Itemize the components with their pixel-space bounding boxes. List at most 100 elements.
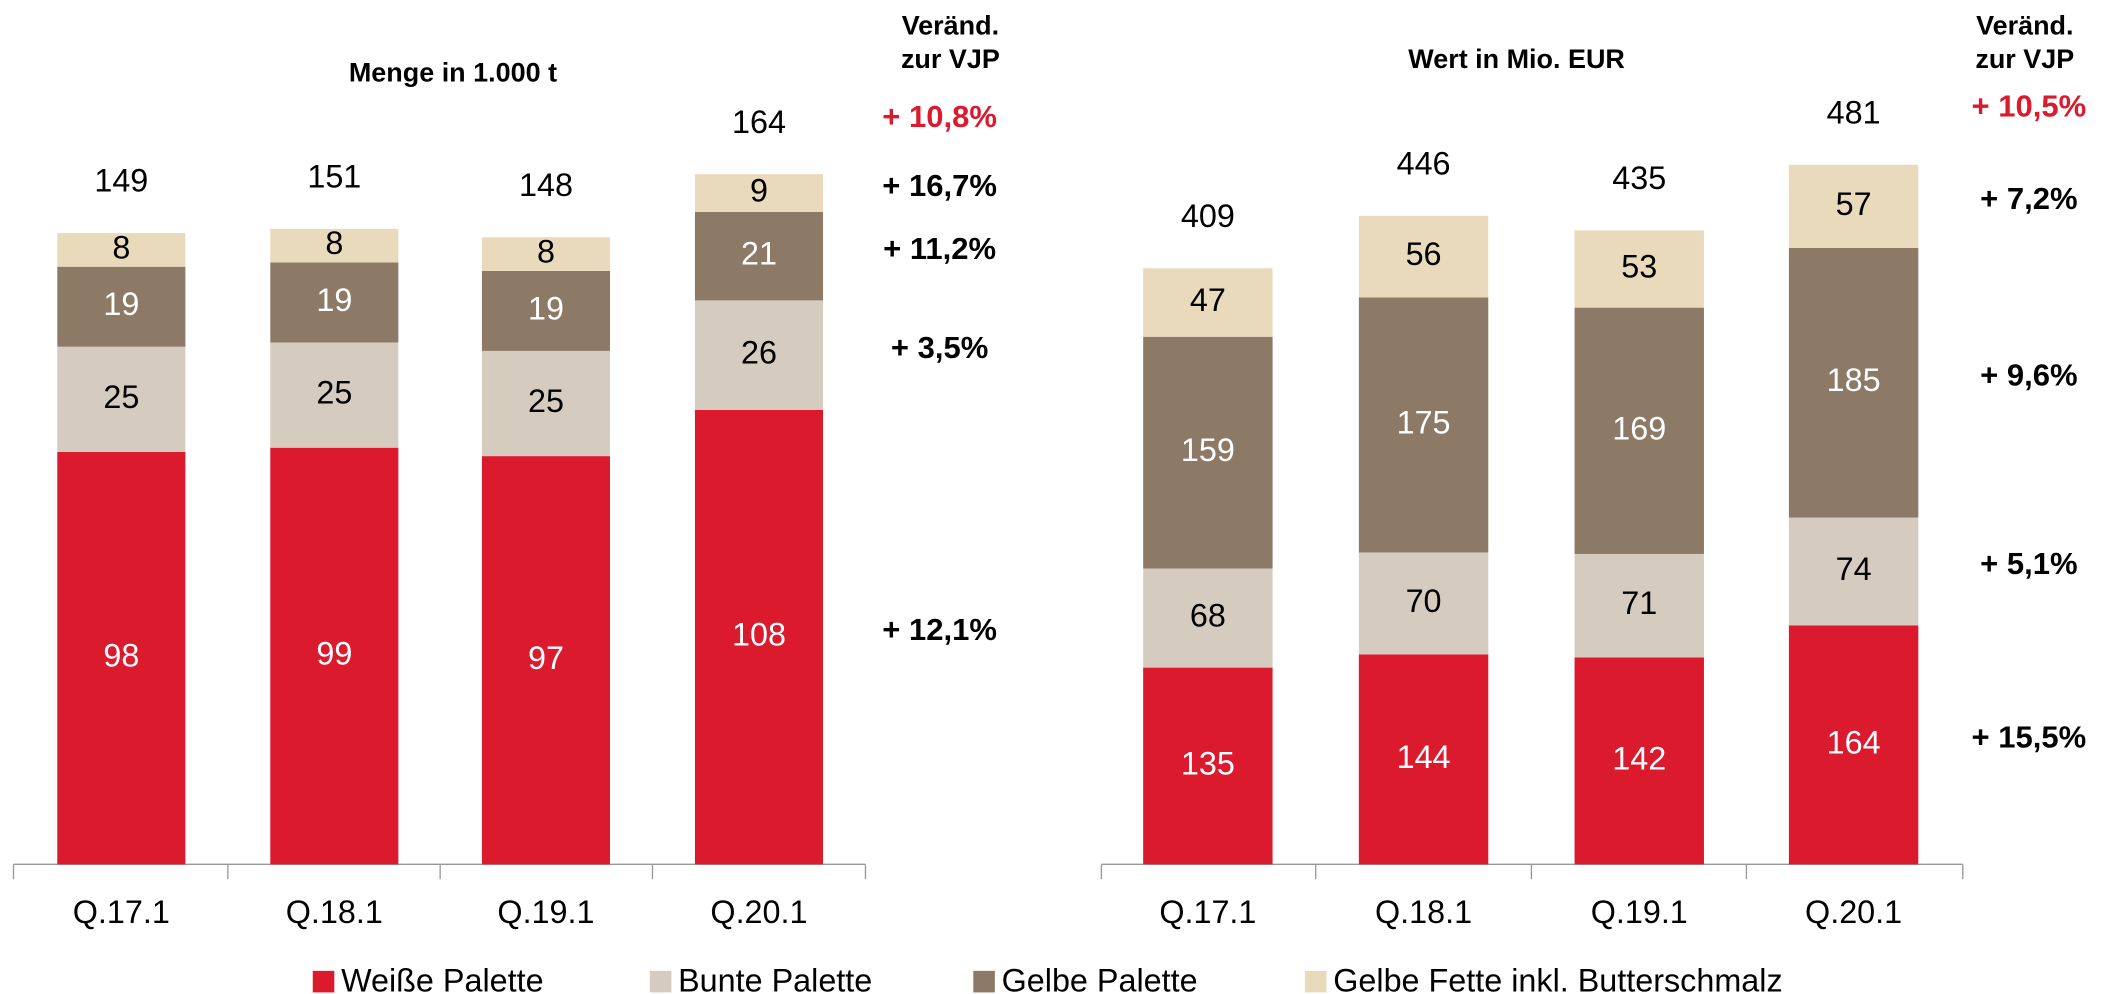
value-label: 19 xyxy=(103,286,139,322)
value-label: 175 xyxy=(1397,404,1451,440)
legend-swatch xyxy=(973,970,995,993)
bar-segment xyxy=(481,350,611,457)
total-label: 151 xyxy=(307,159,361,195)
segment-change: + 9,6% xyxy=(1980,357,2077,392)
bar-segment xyxy=(270,447,399,865)
legend-swatch xyxy=(1304,970,1327,993)
segment-change: + 15,5% xyxy=(1972,720,2087,755)
value-label: 108 xyxy=(732,617,786,653)
total-change: + 10,8% xyxy=(882,99,997,134)
legend-label: Bunte Palette xyxy=(678,963,872,994)
change-header: Veränd. xyxy=(902,10,999,40)
x-tick-label: Q.18.1 xyxy=(1375,894,1472,930)
total-label: 149 xyxy=(94,163,148,199)
legend-label: Gelbe Palette xyxy=(1002,963,1198,994)
segment-change: + 11,2% xyxy=(883,231,996,266)
x-tick-label: Q.18.1 xyxy=(286,894,383,930)
x-tick-label: Q.19.1 xyxy=(497,894,594,930)
total-label: 435 xyxy=(1612,160,1666,196)
value-label: 142 xyxy=(1612,740,1666,776)
value-label: 97 xyxy=(528,640,564,676)
value-label: 169 xyxy=(1612,410,1666,446)
bar-segment xyxy=(481,456,611,865)
change-header: zur VJP xyxy=(901,44,1000,74)
value-label: 25 xyxy=(528,383,564,419)
value-label: 8 xyxy=(325,225,343,261)
value-label: 9 xyxy=(750,173,768,209)
legend-label: Weiße Palette xyxy=(341,963,544,994)
value-label: 71 xyxy=(1621,585,1657,621)
bar-segment xyxy=(1788,625,1919,865)
x-tick-label: Q.20.1 xyxy=(1805,894,1902,930)
bar-segment xyxy=(57,266,186,347)
value-label: 25 xyxy=(316,375,352,411)
bar-segment xyxy=(1788,164,1919,248)
value-label: 159 xyxy=(1181,432,1235,468)
total-label: 148 xyxy=(519,167,573,203)
value-label: 25 xyxy=(103,379,139,415)
bar-segment xyxy=(1788,247,1919,518)
value-label: 98 xyxy=(103,638,139,674)
bar-segment xyxy=(1143,667,1273,865)
x-tick-label: Q.17.1 xyxy=(1159,894,1256,930)
bar-segment xyxy=(270,262,399,343)
total-label: 164 xyxy=(732,104,786,140)
legend-label: Gelbe Fette inkl. Butterschmalz xyxy=(1333,963,1782,994)
chart-title: Menge in 1.000 t xyxy=(349,58,557,88)
segment-change: + 16,7% xyxy=(882,168,997,203)
bar-segment xyxy=(1143,336,1273,569)
value-label: 21 xyxy=(741,236,777,272)
bar-segment xyxy=(694,300,824,410)
chart-title: Wert in Mio. EUR xyxy=(1408,44,1625,74)
value-label: 68 xyxy=(1190,598,1226,634)
value-label: 19 xyxy=(528,290,564,326)
bar-segment xyxy=(1574,230,1704,308)
change-header: zur VJP xyxy=(1975,44,2074,74)
x-tick-label: Q.20.1 xyxy=(710,894,807,930)
value-label: 53 xyxy=(1621,249,1657,285)
bar-segment xyxy=(57,233,186,267)
bar-segment xyxy=(1358,654,1489,865)
value-label: 70 xyxy=(1406,583,1442,619)
total-change: + 10,5% xyxy=(1972,88,2087,123)
value-label: 185 xyxy=(1827,362,1881,398)
bar-segment xyxy=(1574,307,1704,554)
change-header: Veränd. xyxy=(1976,10,2073,40)
x-tick-label: Q.17.1 xyxy=(73,894,170,930)
value-label: 19 xyxy=(316,282,352,318)
legend-swatch xyxy=(312,970,335,993)
bar-segment xyxy=(57,346,186,452)
value-label: 8 xyxy=(112,229,130,265)
legend-swatch xyxy=(649,970,672,993)
bar-segment xyxy=(270,228,399,263)
total-label: 446 xyxy=(1397,145,1451,181)
value-label: 99 xyxy=(316,636,352,672)
bar-segment xyxy=(1358,297,1489,553)
bar-segment xyxy=(1358,552,1489,655)
value-label: 164 xyxy=(1827,724,1881,760)
value-label: 8 xyxy=(537,234,555,270)
bar-segment xyxy=(694,212,824,301)
x-tick-label: Q.19.1 xyxy=(1591,894,1688,930)
segment-change: + 5,1% xyxy=(1980,546,2077,581)
bar-segment xyxy=(1788,517,1919,626)
value-label: 74 xyxy=(1836,551,1872,587)
bar-segment xyxy=(694,409,824,865)
value-label: 144 xyxy=(1397,739,1451,775)
value-label: 47 xyxy=(1190,282,1226,318)
bar-segment xyxy=(1358,215,1489,298)
bar-segment xyxy=(1143,268,1273,337)
segment-change: + 7,2% xyxy=(1980,181,2077,216)
total-label: 409 xyxy=(1181,198,1235,234)
value-label: 26 xyxy=(741,335,777,371)
segment-change: + 3,5% xyxy=(891,330,988,365)
bar-segment xyxy=(481,270,611,351)
value-label: 135 xyxy=(1181,746,1235,782)
bar-segment xyxy=(481,237,611,271)
value-label: 56 xyxy=(1406,236,1442,272)
bar-segment xyxy=(1143,568,1273,668)
bar-segment xyxy=(1574,553,1704,658)
bar-segment xyxy=(270,342,399,448)
